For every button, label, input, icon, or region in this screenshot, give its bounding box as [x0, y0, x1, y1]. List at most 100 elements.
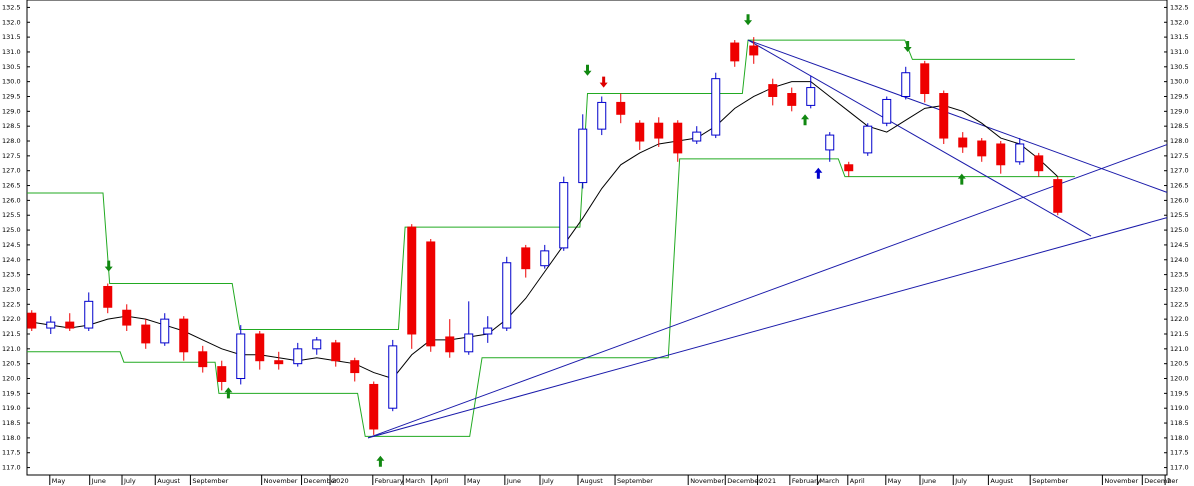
- candle-body: [369, 383, 379, 430]
- y-tick-label: 126.0: [2, 196, 21, 204]
- y-tick-label-right: 128.5: [1170, 122, 1189, 130]
- x-tick-label: August: [157, 477, 180, 485]
- candle-body: [426, 241, 436, 347]
- x-tick-label: 2: [1167, 477, 1171, 485]
- candle-body: [84, 300, 94, 329]
- y-tick-label: 118.5: [2, 419, 21, 427]
- candle-body: [464, 333, 474, 353]
- candle-body: [1015, 143, 1025, 163]
- y-tick-label-right: 121.5: [1170, 330, 1189, 338]
- y-tick-label-right: 123.5: [1170, 271, 1189, 279]
- y-tick-label-right: 127.5: [1170, 152, 1189, 160]
- signal-arrow: [224, 387, 233, 399]
- trend-line: [747, 39, 1092, 237]
- y-tick-label: 130.0: [2, 78, 21, 86]
- candle-body: [407, 226, 417, 335]
- trend-line: [367, 217, 1168, 439]
- y-tick-label-right: 126.0: [1170, 196, 1189, 204]
- x-tick-label: December: [1144, 477, 1178, 485]
- candle-body: [920, 63, 930, 95]
- y-tick-label: 123.0: [2, 285, 21, 293]
- x-tick-label: May: [888, 477, 902, 485]
- y-tick-label-right: 125.0: [1170, 226, 1189, 234]
- candle-body: [46, 321, 56, 329]
- candle-body: [635, 122, 645, 142]
- signal-arrow: [376, 455, 385, 467]
- candle-body: [692, 131, 702, 142]
- candle-body: [806, 87, 816, 106]
- y-tick-label-right: 128.0: [1170, 137, 1189, 145]
- x-tick-label: June: [506, 477, 521, 485]
- y-tick-label-right: 125.5: [1170, 211, 1189, 219]
- y-tick-label-right: 122.0: [1170, 315, 1189, 323]
- y-tick-label: 117.0: [2, 464, 21, 472]
- x-tick-label: December: [727, 477, 761, 485]
- candle-body: [122, 309, 132, 326]
- x-tick-label: November: [264, 477, 298, 485]
- trend-line: [747, 39, 1168, 193]
- candle-body: [179, 318, 189, 353]
- signal-arrow: [104, 260, 113, 272]
- candle-body: [977, 140, 987, 157]
- x-tick-label: February: [375, 477, 404, 485]
- signal-arrow: [957, 173, 966, 185]
- y-tick-label-right: 127.0: [1170, 167, 1189, 175]
- x-tick-label: April: [850, 477, 865, 485]
- candle-body: [255, 333, 265, 362]
- x-tick-label: March: [405, 477, 425, 485]
- x-tick-label: June: [91, 477, 106, 485]
- candle-body: [901, 72, 911, 97]
- candle-body: [616, 101, 626, 115]
- candle-body: [331, 342, 341, 362]
- y-tick-label-right: 118.5: [1170, 419, 1189, 427]
- y-tick-label-right: 118.0: [1170, 434, 1189, 442]
- candle-body: [673, 122, 683, 154]
- y-tick-label: 132.0: [2, 18, 21, 26]
- y-tick-label: 121.0: [2, 345, 21, 353]
- x-tick-label: April: [434, 477, 449, 485]
- candle-body: [198, 351, 208, 368]
- y-tick-label-right: 117.5: [1170, 449, 1189, 457]
- average-line: [31, 81, 1059, 380]
- signal-arrow: [814, 167, 823, 179]
- y-tick-label: 126.5: [2, 182, 21, 190]
- x-tick-label: May: [467, 477, 481, 485]
- x-tick-label: June: [921, 477, 936, 485]
- y-tick-label-right: 121.0: [1170, 345, 1189, 353]
- y-tick-label: 120.5: [2, 360, 21, 368]
- y-tick-label-right: 132.0: [1170, 18, 1189, 26]
- y-tick-label-right: 126.5: [1170, 182, 1189, 190]
- candle-body: [730, 42, 740, 62]
- x-tick-label: July: [541, 477, 554, 485]
- candle-body: [141, 324, 151, 344]
- candle-body: [825, 134, 835, 151]
- candle-body: [787, 93, 797, 106]
- y-tick-label: 125.0: [2, 226, 21, 234]
- x-tick-label: July: [954, 477, 967, 485]
- x-tick-label: February: [792, 477, 821, 485]
- candle-body: [597, 101, 607, 130]
- signal-arrow: [744, 14, 753, 26]
- y-tick-label: 128.0: [2, 137, 21, 145]
- x-tick-label: November: [1104, 477, 1138, 485]
- x-tick-label: 2020: [332, 477, 349, 485]
- candle-body: [559, 182, 569, 249]
- x-tick-label: 2021: [760, 477, 777, 485]
- y-tick-label: 128.5: [2, 122, 21, 130]
- y-tick-label-right: 131.5: [1170, 33, 1189, 41]
- candle-body: [1053, 179, 1063, 213]
- y-tick-label: 123.5: [2, 271, 21, 279]
- candle-body: [882, 98, 892, 124]
- candle-body: [958, 137, 968, 148]
- candle-body: [217, 366, 227, 382]
- candle-body: [350, 360, 360, 374]
- x-tick-label: July: [123, 477, 136, 485]
- y-tick-label: 122.5: [2, 300, 21, 308]
- x-tick-label: September: [192, 477, 228, 485]
- y-tick-label: 124.0: [2, 256, 21, 264]
- y-tick-label-right: 130.0: [1170, 78, 1189, 86]
- candle-body: [483, 327, 493, 335]
- candle-body: [844, 164, 854, 172]
- y-tick-label: 131.5: [2, 33, 21, 41]
